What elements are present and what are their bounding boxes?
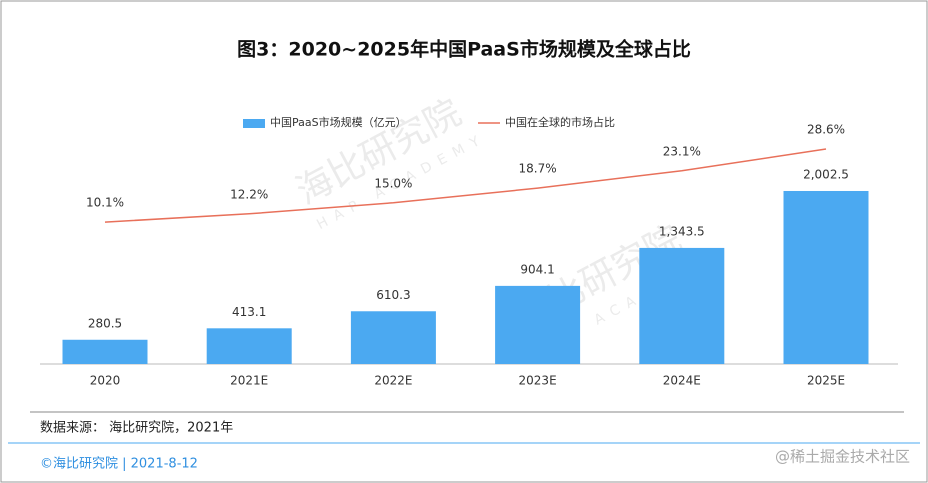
data-label: 904.1	[520, 262, 554, 276]
data-label: 18.7%	[519, 162, 557, 176]
x-tick-label: 2022E	[374, 374, 412, 388]
x-tick-label: 2025E	[807, 374, 845, 388]
platform-watermark: @稀土掘金技术社区	[775, 448, 910, 466]
footer: ©海比研究院 | 2021-8-12	[40, 457, 198, 472]
data-label: 10.1%	[86, 196, 124, 210]
bar	[206, 328, 292, 364]
line	[104, 148, 827, 223]
legend-label: 中国在全球的市场占比	[505, 115, 615, 129]
x-tick-label: 2023E	[519, 374, 557, 388]
data-label: 280.5	[88, 316, 122, 330]
x-tick-label: 2021E	[230, 374, 268, 388]
data-label: 610.3	[376, 288, 410, 302]
data-label: 23.1%	[663, 144, 701, 158]
x-tick-label: 2020	[90, 374, 121, 388]
source: 数据来源： 海比研究院，2021年	[40, 421, 233, 436]
bar	[62, 339, 148, 364]
bar	[639, 247, 725, 364]
data-label: 15.0%	[374, 176, 412, 190]
data-label: 413.1	[232, 305, 266, 319]
chart-title: 图3：2020~2025年中国PaaS市场规模及全球占比	[237, 38, 691, 61]
bar	[783, 190, 869, 364]
data-label: 28.6%	[807, 123, 845, 137]
x-tick-label: 2024E	[663, 374, 701, 388]
data-label: 2,002.5	[803, 167, 849, 181]
data-label: 12.2%	[230, 187, 268, 201]
bar	[350, 311, 436, 364]
bar	[495, 285, 581, 364]
data-label: 1,343.5	[659, 224, 705, 238]
legend-swatch	[243, 119, 265, 128]
legend-label: 中国PaaS市场规模（亿元）	[270, 115, 407, 129]
